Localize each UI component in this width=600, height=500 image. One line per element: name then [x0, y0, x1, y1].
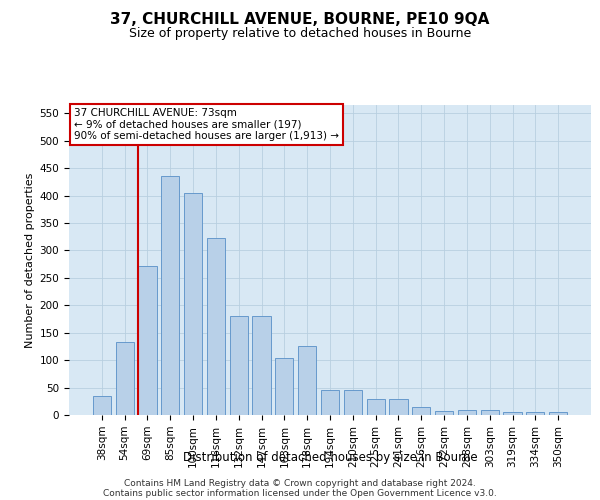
Bar: [481, 410, 499, 415]
Bar: [367, 399, 385, 415]
Bar: [93, 396, 111, 415]
Bar: [184, 193, 202, 415]
Bar: [139, 266, 157, 415]
Bar: [275, 358, 293, 415]
Bar: [412, 408, 430, 415]
Bar: [116, 342, 134, 415]
Bar: [526, 412, 544, 415]
Bar: [207, 238, 225, 415]
Bar: [344, 390, 362, 415]
Bar: [253, 316, 271, 415]
Bar: [435, 411, 453, 415]
Y-axis label: Number of detached properties: Number of detached properties: [25, 172, 35, 348]
Bar: [298, 346, 316, 415]
Text: Contains HM Land Registry data © Crown copyright and database right 2024.: Contains HM Land Registry data © Crown c…: [124, 478, 476, 488]
Text: Distribution of detached houses by size in Bourne: Distribution of detached houses by size …: [182, 451, 478, 464]
Text: 37, CHURCHILL AVENUE, BOURNE, PE10 9QA: 37, CHURCHILL AVENUE, BOURNE, PE10 9QA: [110, 12, 490, 28]
Bar: [458, 410, 476, 415]
Bar: [503, 412, 521, 415]
Bar: [549, 412, 567, 415]
Text: 37 CHURCHILL AVENUE: 73sqm
← 9% of detached houses are smaller (197)
90% of semi: 37 CHURCHILL AVENUE: 73sqm ← 9% of detac…: [74, 108, 339, 142]
Text: Size of property relative to detached houses in Bourne: Size of property relative to detached ho…: [129, 28, 471, 40]
Bar: [230, 316, 248, 415]
Bar: [389, 399, 407, 415]
Bar: [161, 176, 179, 415]
Text: Contains public sector information licensed under the Open Government Licence v3: Contains public sector information licen…: [103, 488, 497, 498]
Bar: [321, 390, 339, 415]
